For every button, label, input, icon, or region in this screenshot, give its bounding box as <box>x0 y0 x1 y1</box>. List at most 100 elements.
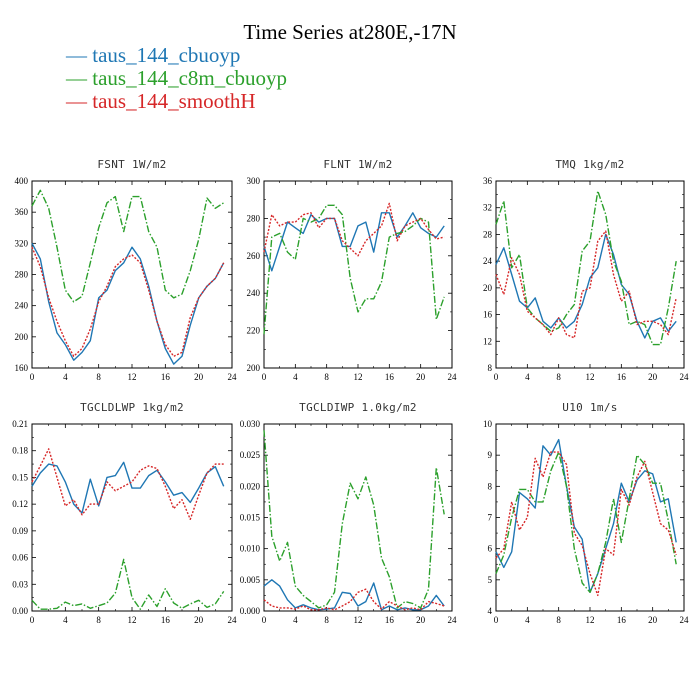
series-line-2 <box>31 448 224 520</box>
y-tick-label: 160 <box>15 363 29 373</box>
series-line-2 <box>495 451 677 597</box>
legend-entry-c8m-cbuoyp: — taus_144_c8m_cbuoyp <box>66 67 287 90</box>
x-tick-label: 4 <box>293 615 298 625</box>
y-tick-label: 0.020 <box>240 481 261 491</box>
y-tick-label: 24 <box>483 256 493 266</box>
x-tick-label: 16 <box>161 372 171 382</box>
y-tick-label: 260 <box>247 251 261 261</box>
series-line-1 <box>263 204 445 335</box>
x-tick-label: 24 <box>228 372 238 382</box>
chart-panel-2: TMQ 1kg/m2 8 12 16 20 24 28 32 36 0 4 8 12 16 20 24 <box>483 158 689 382</box>
x-tick-label: 12 <box>586 615 595 625</box>
x-tick-label: 16 <box>617 372 627 382</box>
y-tick-label: 200 <box>15 332 29 342</box>
y-tick-label: 8 <box>488 481 493 491</box>
x-tick-label: 12 <box>354 372 363 382</box>
y-tick-label: 0.03 <box>12 579 28 589</box>
x-tick-label: 4 <box>525 372 530 382</box>
chart-title: TMQ 1kg/m2 <box>555 158 624 171</box>
y-tick-label: 28 <box>483 229 493 239</box>
x-tick-label: 0 <box>30 372 35 382</box>
series-line-1 <box>495 190 677 346</box>
series-line-0 <box>31 461 225 514</box>
series-line-0 <box>495 233 677 339</box>
y-tick-label: 36 <box>483 176 493 186</box>
y-tick-label: 12 <box>483 336 492 346</box>
plot-frame <box>263 423 453 612</box>
y-tick-label: 6 <box>488 544 493 554</box>
series-line-0 <box>263 212 445 272</box>
series-line-2 <box>31 246 225 357</box>
legend-entry-smoothh: — taus_144_smoothH <box>66 90 287 113</box>
x-tick-label: 0 <box>494 372 499 382</box>
legend-entry-cbuoyp: — taus_144_cbuoyp <box>66 44 287 67</box>
y-tick-label: 8 <box>488 363 493 373</box>
legend-label-smoothh: — taus_144_smoothH <box>66 89 256 113</box>
x-tick-label: 0 <box>494 615 499 625</box>
x-tick-label: 24 <box>448 615 458 625</box>
y-tick-label: 7 <box>488 513 493 523</box>
y-tick-label: 220 <box>247 326 261 336</box>
y-tick-label: 240 <box>247 288 261 298</box>
x-tick-label: 20 <box>194 615 204 625</box>
x-tick-label: 16 <box>161 615 171 625</box>
x-tick-label: 24 <box>680 615 690 625</box>
x-tick-label: 4 <box>525 615 530 625</box>
y-tick-label: 9 <box>488 450 493 460</box>
x-tick-label: 12 <box>586 372 595 382</box>
y-tick-label: 0.010 <box>240 544 261 554</box>
legend-label-cbuoyp: — taus_144_cbuoyp <box>66 43 241 67</box>
legend-label-c8m-cbuoyp: — taus_144_c8m_cbuoyp <box>66 66 288 90</box>
x-tick-label: 0 <box>262 615 267 625</box>
series-line-1 <box>31 189 225 303</box>
y-tick-label: 0.21 <box>12 419 28 429</box>
x-tick-label: 8 <box>324 372 329 382</box>
chart-panel-4: TGCLDIWP 1.0kg/m2 0.000 0.005 0.010 0.015 0.0… <box>240 401 457 625</box>
y-tick-label: 360 <box>15 207 29 217</box>
series-line-2 <box>495 230 677 339</box>
y-tick-label: 5 <box>488 575 493 585</box>
y-tick-label: 240 <box>15 301 29 311</box>
x-tick-label: 24 <box>448 372 458 382</box>
chart-panel-1: FLNT 1W/m2 200 220 240 260 280 300 0 4 8 12 16 20 24 <box>247 158 458 382</box>
y-tick-label: 400 <box>15 176 29 186</box>
series-line-0 <box>31 242 225 365</box>
series-line-0 <box>495 438 677 593</box>
chart-title: U10 1m/s <box>562 401 617 414</box>
y-tick-label: 0.000 <box>240 606 261 616</box>
x-tick-label: 8 <box>96 372 101 382</box>
chart-panel-0: FSNT 1W/m2 160 200 240 280 320 360 400 0 4 8 12 16 20… <box>15 158 238 382</box>
y-tick-label: 0.09 <box>12 526 28 536</box>
plot-frame <box>31 423 233 612</box>
y-tick-label: 0.030 <box>240 419 261 429</box>
x-tick-label: 8 <box>96 615 101 625</box>
y-tick-label: 200 <box>247 363 261 373</box>
series-line-0 <box>263 579 445 611</box>
x-tick-label: 8 <box>324 615 329 625</box>
x-tick-label: 8 <box>556 615 561 625</box>
figure-title: Time Series at280E,-17N <box>243 20 457 44</box>
x-tick-label: 4 <box>63 615 68 625</box>
y-tick-label: 0.005 <box>240 575 261 585</box>
plot-frame <box>495 180 685 369</box>
plot-frame <box>263 180 453 369</box>
x-tick-label: 20 <box>416 615 426 625</box>
x-tick-label: 20 <box>648 615 658 625</box>
x-tick-label: 8 <box>556 372 561 382</box>
x-tick-label: 12 <box>354 615 363 625</box>
series-line-1 <box>31 558 225 610</box>
plot-frame <box>495 423 685 612</box>
y-tick-label: 16 <box>483 310 493 320</box>
x-tick-label: 16 <box>617 615 627 625</box>
y-tick-label: 0.12 <box>12 499 28 509</box>
x-tick-label: 20 <box>648 372 658 382</box>
x-tick-label: 12 <box>128 615 137 625</box>
y-tick-label: 0.18 <box>12 446 28 456</box>
x-tick-label: 20 <box>416 372 426 382</box>
series-line-1 <box>495 451 677 593</box>
chart-panel-3: TGCLDLWP 1kg/m2 0.00 0.03 0.06 0.09 0.12 0.15 0… <box>12 401 237 625</box>
series-line-1 <box>263 430 445 609</box>
y-tick-label: 0.00 <box>12 606 28 616</box>
chart-title: TGCLDLWP 1kg/m2 <box>80 401 184 414</box>
